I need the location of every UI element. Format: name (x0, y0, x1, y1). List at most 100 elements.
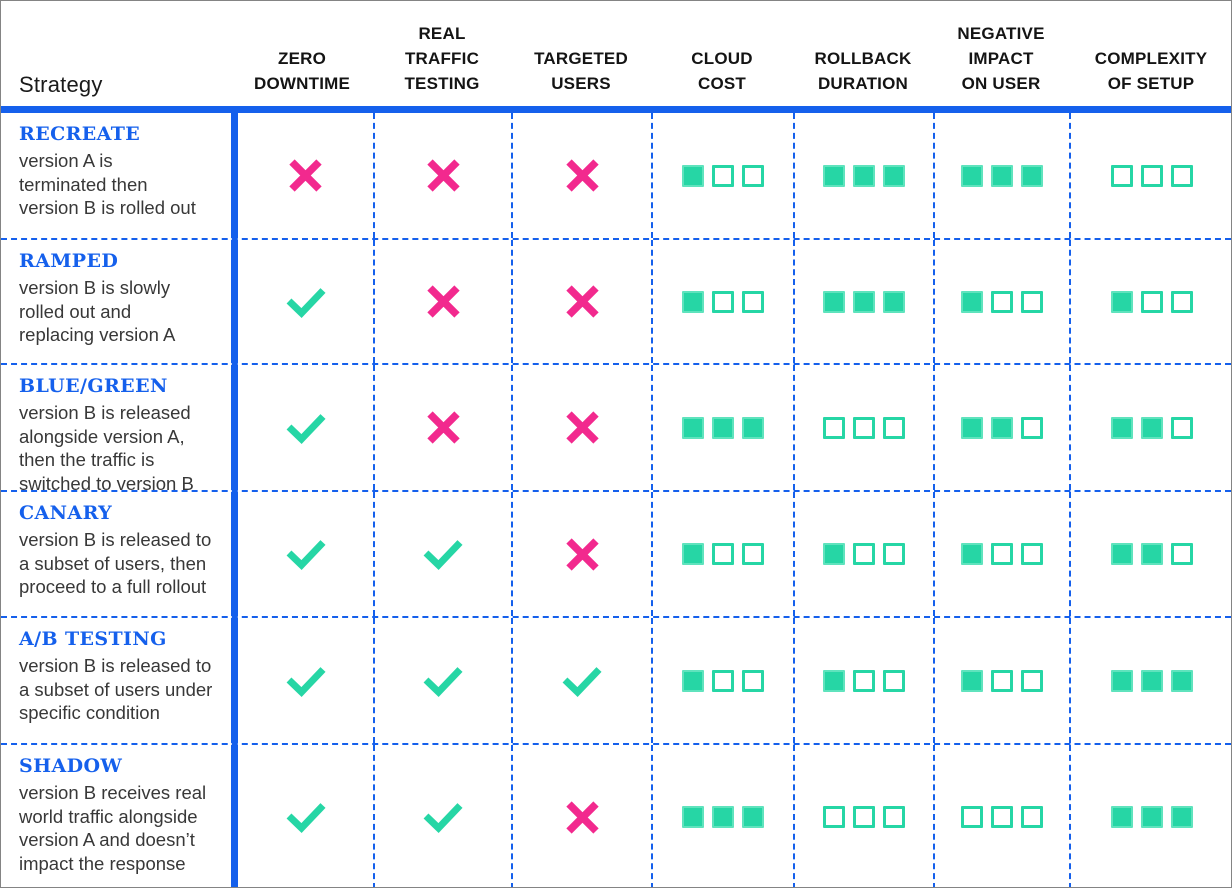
cell-targeted-users (511, 113, 651, 238)
rating-square-filled (1171, 669, 1193, 692)
cell-targeted-users (511, 745, 651, 887)
cell-rollback-duration (793, 618, 933, 743)
rating-square-filled (682, 416, 704, 439)
check-icon (423, 666, 463, 697)
cell-zero-downtime (231, 113, 373, 238)
rating-squares (1111, 669, 1193, 692)
rating-square-empty (883, 416, 905, 439)
cell-cloud-cost (651, 492, 793, 616)
rating-square-filled (823, 669, 845, 692)
column-header-complexity-of-setup: COMPLEXITY OF SETUP (1094, 49, 1208, 93)
cell-negative-impact-on-user (933, 240, 1069, 363)
strategy-name: RECREATE (19, 123, 141, 145)
strategy-name: SHADOW (19, 755, 123, 777)
cell-rollback-duration (793, 240, 933, 363)
cross-icon (426, 411, 460, 444)
strategy-description: version B is slowly rolled out and repla… (19, 277, 176, 345)
rating-square-empty (991, 806, 1013, 828)
column-header-cloud-cost: CLOUD COST (691, 49, 753, 93)
rating-squares (961, 543, 1043, 565)
rating-squares (823, 806, 905, 828)
strategy-name: CANARY (19, 502, 113, 524)
cell-complexity-of-setup (1069, 240, 1231, 363)
rating-squares (682, 290, 764, 313)
cross-icon (565, 159, 599, 192)
cross-icon (426, 159, 460, 192)
strategy-cell: RECREATE version A is terminated then ver… (1, 113, 231, 238)
cell-targeted-users (511, 365, 651, 490)
rating-square-empty (853, 806, 875, 828)
check-icon (562, 666, 602, 697)
rating-square-empty (883, 806, 905, 828)
rating-squares (961, 290, 1043, 313)
rating-square-filled (1141, 806, 1163, 828)
rating-squares (823, 164, 905, 187)
cell-rollback-duration (793, 745, 933, 887)
column-header-rollback-duration: ROLLBACK DURATION (814, 49, 912, 93)
rating-square-empty (742, 543, 764, 565)
rating-square-filled (742, 806, 764, 828)
rating-square-filled (823, 164, 845, 187)
cell-complexity-of-setup (1069, 618, 1231, 743)
cell-targeted-users (511, 618, 651, 743)
rating-square-empty (712, 669, 734, 692)
strategy-description: version B is released alongside version … (19, 402, 194, 490)
rating-square-filled (682, 669, 704, 692)
cell-rollback-duration (793, 492, 933, 616)
check-icon (423, 540, 463, 570)
rating-square-filled (682, 290, 704, 313)
rating-square-filled (883, 290, 905, 313)
rating-square-filled (961, 669, 983, 692)
rating-square-filled (1141, 669, 1163, 692)
cross-icon (565, 411, 599, 444)
rating-square-filled (961, 416, 983, 439)
rating-square-filled (682, 806, 704, 828)
rating-square-empty (712, 164, 734, 187)
cell-real-traffic-testing (373, 618, 511, 743)
cell-real-traffic-testing (373, 240, 511, 363)
check-icon (286, 803, 326, 833)
strategy-cell: A/B TESTING version B is released to a su… (1, 618, 231, 743)
cell-negative-impact-on-user (933, 492, 1069, 616)
cell-cloud-cost (651, 618, 793, 743)
table-header-row: Strategy ZERO DOWNTIME REAL TRAFFIC TEST… (1, 1, 1231, 113)
rating-square-empty (1141, 290, 1163, 313)
strategy-column-header: Strategy (19, 72, 103, 97)
rating-square-filled (1111, 669, 1133, 692)
cell-targeted-users (511, 240, 651, 363)
cross-icon (426, 285, 460, 318)
strategy-name: BLUE/GREEN (19, 375, 168, 397)
rating-square-empty (991, 543, 1013, 565)
rating-square-empty (991, 290, 1013, 313)
strategy-description: version A is terminated then version B i… (19, 150, 196, 218)
rating-square-empty (1021, 543, 1043, 565)
rating-squares (823, 669, 905, 692)
rating-squares (1111, 806, 1193, 828)
cell-zero-downtime (231, 745, 373, 887)
cell-cloud-cost (651, 240, 793, 363)
rating-square-filled (961, 543, 983, 565)
rating-square-filled (823, 543, 845, 565)
strategy-name: A/B TESTING (19, 628, 167, 650)
check-icon (286, 540, 326, 570)
rating-square-empty (742, 290, 764, 313)
rating-square-filled (1111, 416, 1133, 439)
rating-squares (823, 290, 905, 313)
rating-square-filled (991, 164, 1013, 187)
cell-negative-impact-on-user (933, 113, 1069, 238)
rating-square-empty (1171, 164, 1193, 187)
cross-icon (565, 800, 599, 834)
rating-square-empty (1021, 806, 1043, 828)
rating-square-filled (961, 164, 983, 187)
rating-square-empty (961, 806, 983, 828)
rating-square-filled (961, 290, 983, 313)
rating-square-empty (1021, 290, 1043, 313)
rating-square-empty (1021, 416, 1043, 439)
rating-square-empty (823, 806, 845, 828)
rating-squares (682, 543, 764, 565)
strategy-description: version B is released to a subset of use… (19, 529, 212, 597)
rating-square-filled (1111, 806, 1133, 828)
rating-squares (682, 806, 764, 828)
rating-square-filled (823, 290, 845, 313)
rating-square-empty (883, 543, 905, 565)
